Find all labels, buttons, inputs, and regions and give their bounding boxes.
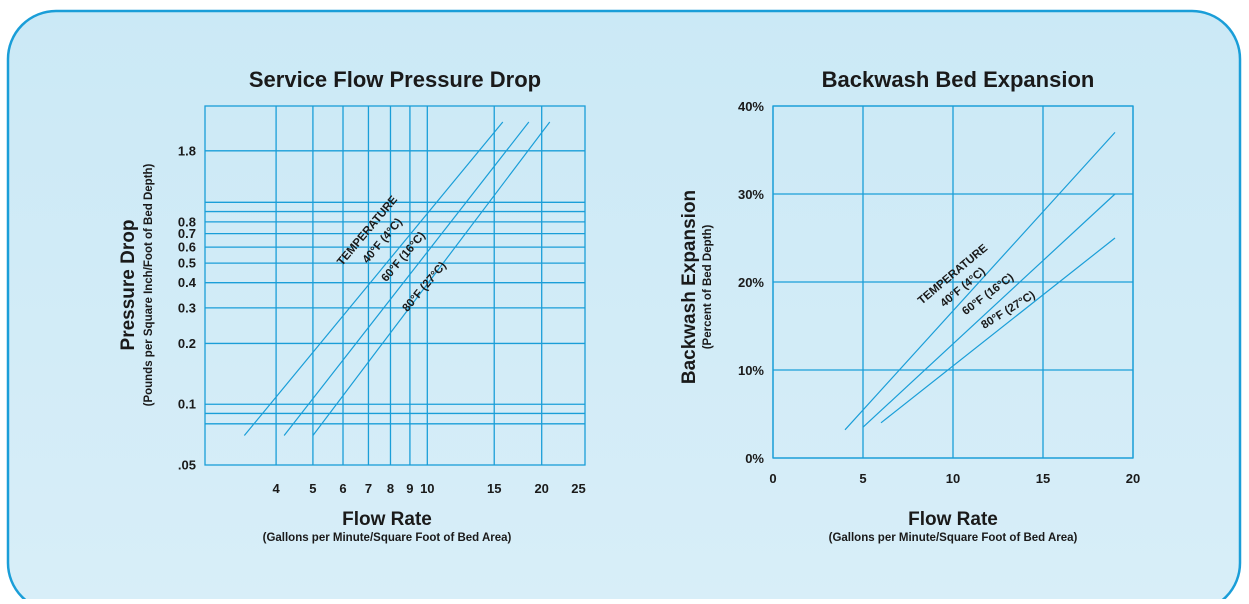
grid [205,106,585,465]
series-line [880,237,1116,424]
x-tick-label: 6 [339,481,346,496]
x-tick-label: 15 [1036,471,1050,486]
plot-frame [772,105,1134,459]
x-tick-label: 4 [272,481,280,496]
y-tick-label: 0.7 [178,226,196,241]
x-axis-title: Flow Rate [342,509,432,530]
y-axis-title: Backwash Expansion [679,190,700,384]
x-tick-label: 15 [487,481,501,496]
y-axis-title: Pressure Drop [118,220,139,351]
plot-frame [204,105,586,466]
y-tick-label: 0.4 [178,275,197,290]
y-tick-label: .05 [178,458,196,473]
x-tick-labels: 0 5 10 15 20 [769,471,1140,486]
y-tick-label: 0% [745,451,764,466]
y-tick-label: 20% [738,275,764,290]
x-tick-label: 10 [420,481,434,496]
y-tick-label: 0.2 [178,336,196,351]
x-tick-label: 20 [534,481,548,496]
background-panel [6,9,1242,604]
x-tick-label: 0 [769,471,776,486]
chart-title: Backwash Bed Expansion [822,67,1095,92]
y-tick-label: 0.5 [178,256,196,271]
x-tick-label: 8 [387,481,394,496]
y-tick-labels: 0% 10% 20% 30% 40% [738,99,764,466]
y-tick-label: 40% [738,99,764,114]
x-tick-label: 20 [1126,471,1140,486]
y-tick-label: 0.6 [178,240,196,255]
y-tick-label: 0.3 [178,300,196,315]
x-tick-label: 7 [365,481,372,496]
x-tick-label: 25 [571,481,585,496]
series-line [283,121,530,436]
y-tick-label: 10% [738,363,764,378]
series-group [243,121,551,436]
x-axis-subtitle: (Gallons per Minute/Square Foot of Bed A… [263,532,512,544]
y-tick-labels: .05 0.1 0.2 0.3 0.4 0.50.60.70.8 1.8 [178,143,197,472]
x-tick-label: 5 [859,471,866,486]
series-line [862,193,1116,428]
chart-title: Service Flow Pressure Drop [249,67,541,92]
x-tick-labels: 4 5 6 7 8 9 10 15 20 25 [272,481,585,496]
series-group [844,131,1116,431]
y-axis-subtitle: (Percent of Bed Depth) [702,225,714,350]
y-tick-label: 30% [738,187,764,202]
x-axis-subtitle: (Gallons per Minute/Square Foot of Bed A… [829,532,1078,544]
y-tick-label: 1.8 [178,143,196,158]
y-tick-label: 0.8 [178,214,196,229]
y-axis-subtitle: (Pounds per Square Inch/Foot of Bed Dept… [143,163,155,406]
y-tick-label: 0.1 [178,397,196,412]
series-line [243,121,504,436]
pressure-drop-chart: Service Flow Pressure Drop 4 5 6 7 8 9 10 15 20 2… [118,67,586,544]
series-line [844,131,1116,431]
series-line [312,121,551,436]
x-tick-label: 9 [406,481,413,496]
x-tick-label: 5 [309,481,316,496]
x-tick-label: 10 [946,471,960,486]
x-axis-title: Flow Rate [908,509,998,530]
